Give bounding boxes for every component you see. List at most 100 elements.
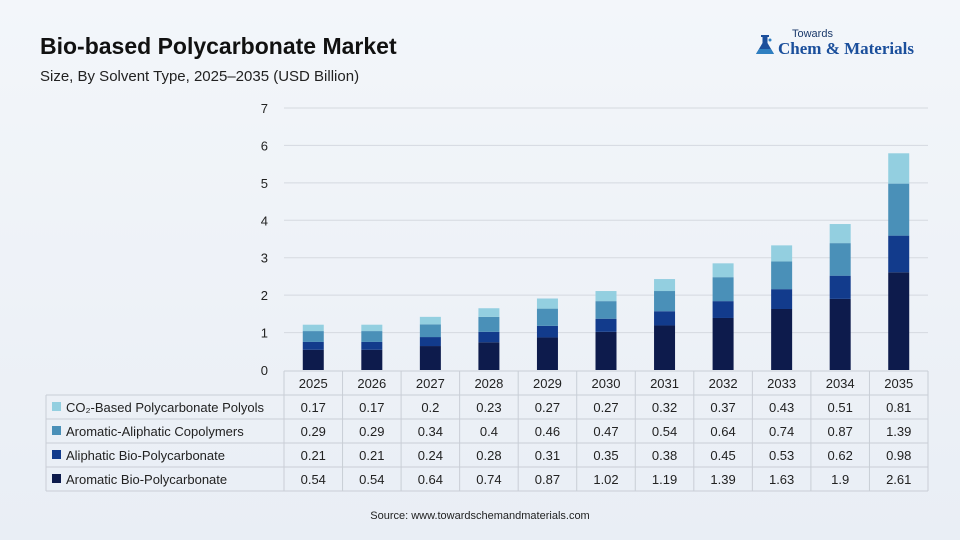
table-value: 0.81: [886, 400, 911, 415]
bar-segment: [419, 346, 441, 370]
bar-segment: [478, 316, 500, 332]
table-value: 2.61: [886, 472, 911, 487]
table-value: 0.35: [593, 448, 618, 463]
table-value: 0.27: [593, 400, 618, 415]
table-value: 0.87: [828, 424, 853, 439]
table-header-year: 2030: [592, 376, 621, 391]
table-value: 0.87: [535, 472, 560, 487]
table-header-year: 2025: [299, 376, 328, 391]
y-tick-label: 6: [261, 138, 268, 153]
bar-segment: [771, 308, 793, 370]
table-value: 0.43: [769, 400, 794, 415]
legend-label: Aromatic Bio-Polycarbonate: [66, 472, 227, 487]
table-value: 0.74: [769, 424, 794, 439]
bar-segment: [536, 325, 558, 338]
table-value: 0.51: [828, 400, 853, 415]
table-value: 0.53: [769, 448, 794, 463]
table-value: 0.17: [359, 400, 384, 415]
bar-segment: [536, 337, 558, 370]
table-value: 0.21: [301, 448, 326, 463]
bar-segment: [712, 317, 734, 370]
bar-segment: [888, 272, 910, 370]
table-value: 0.23: [476, 400, 501, 415]
table-value: 0.74: [476, 472, 501, 487]
table-header-year: 2034: [826, 376, 855, 391]
logo-main-text: Chem & Materials: [778, 39, 914, 58]
bar-segment: [654, 291, 676, 312]
table-value: 0.64: [710, 424, 735, 439]
table-header-year: 2031: [650, 376, 679, 391]
table-value: 0.54: [301, 472, 326, 487]
table-header-year: 2027: [416, 376, 445, 391]
bar-segment: [888, 153, 910, 184]
legend-label: CO₂-Based Polycarbonate Polyols: [66, 400, 264, 415]
chart-title: Bio-based Polycarbonate Market: [40, 33, 397, 59]
bar-segment: [829, 275, 851, 299]
table-value: 0.2: [421, 400, 439, 415]
bar-segment: [771, 289, 793, 309]
table-header-year: 2032: [709, 376, 738, 391]
table-value: 1.9: [831, 472, 849, 487]
table-value: 0.32: [652, 400, 677, 415]
bar-segment: [595, 291, 617, 302]
table-value: 0.64: [418, 472, 443, 487]
legend-label: Aromatic-Aliphatic Copolymers: [66, 424, 244, 439]
bar-segment: [888, 183, 910, 236]
table-header-year: 2028: [474, 376, 503, 391]
bar-segment: [419, 316, 441, 325]
table-value: 0.4: [480, 424, 498, 439]
table-value: 1.19: [652, 472, 677, 487]
table-value: 0.98: [886, 448, 911, 463]
bar-segment: [419, 337, 441, 347]
y-tick-label: 0: [261, 363, 268, 378]
bar-segment: [361, 341, 383, 350]
y-tick-label: 5: [261, 176, 268, 191]
table-value: 0.47: [593, 424, 618, 439]
y-tick-label: 3: [261, 251, 268, 266]
flask-icon: [756, 35, 774, 54]
table-value: 0.46: [535, 424, 560, 439]
bar-segment: [361, 331, 383, 342]
bar-segment: [595, 301, 617, 319]
bar-segment: [361, 349, 383, 370]
table-value: 1.63: [769, 472, 794, 487]
table-value: 0.62: [828, 448, 853, 463]
bar-segment: [712, 301, 734, 318]
legend-swatch: [52, 474, 61, 483]
bar-segment: [302, 324, 324, 332]
bar-segment: [536, 298, 558, 309]
bar-segment: [888, 235, 910, 273]
table-value: 0.29: [359, 424, 384, 439]
table-value: 1.02: [593, 472, 618, 487]
table-value: 0.24: [418, 448, 443, 463]
table-value: 0.45: [710, 448, 735, 463]
chart-subtitle: Size, By Solvent Type, 2025–2035 (USD Bi…: [40, 68, 360, 85]
bar-segment: [712, 263, 734, 278]
bar-segment: [595, 318, 617, 332]
table-value: 0.28: [476, 448, 501, 463]
y-tick-label: 7: [261, 101, 268, 116]
brand-logo: Towards Chem & Materials: [752, 28, 932, 64]
bar-segment: [771, 261, 793, 290]
table-value: 0.31: [535, 448, 560, 463]
legend-label: Aliphatic Bio-Polycarbonate: [66, 448, 225, 463]
table-value: 1.39: [886, 424, 911, 439]
bar-segment: [536, 308, 558, 326]
bar-segment: [302, 349, 324, 370]
y-tick-label: 2: [261, 288, 268, 303]
bar-segment: [771, 245, 793, 262]
table-value: 0.17: [301, 400, 326, 415]
y-tick-label: 4: [261, 213, 268, 228]
bar-segment: [829, 224, 851, 244]
table-value: 1.39: [710, 472, 735, 487]
y-tick-label: 1: [261, 326, 268, 341]
legend-swatch: [52, 450, 61, 459]
table-value: 0.37: [710, 400, 735, 415]
table-header-year: 2029: [533, 376, 562, 391]
table-value: 0.54: [652, 424, 677, 439]
table-value: 0.27: [535, 400, 560, 415]
table-header-year: 2033: [767, 376, 796, 391]
table-value: 0.54: [359, 472, 384, 487]
table-header-year: 2026: [357, 376, 386, 391]
